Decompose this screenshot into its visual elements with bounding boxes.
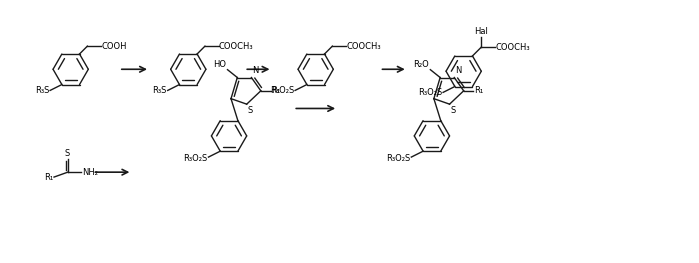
Text: Hal: Hal bbox=[475, 27, 488, 36]
Text: N: N bbox=[252, 65, 259, 75]
Text: COOH: COOH bbox=[101, 42, 127, 51]
Text: R₁: R₁ bbox=[475, 86, 484, 95]
Text: R₂O: R₂O bbox=[414, 60, 429, 69]
Text: NH₂: NH₂ bbox=[82, 168, 99, 177]
Text: R₃S: R₃S bbox=[152, 86, 167, 95]
Text: COOCH₃: COOCH₃ bbox=[219, 42, 253, 51]
Text: S: S bbox=[64, 149, 69, 158]
Text: S: S bbox=[247, 106, 253, 115]
Text: R₃O₂S: R₃O₂S bbox=[270, 86, 294, 95]
Text: R₃O₂S: R₃O₂S bbox=[418, 88, 442, 97]
Text: N: N bbox=[455, 65, 461, 75]
Text: R₃O₂S: R₃O₂S bbox=[183, 154, 208, 163]
Text: R₁: R₁ bbox=[272, 86, 281, 95]
Text: R₁: R₁ bbox=[44, 173, 53, 181]
Text: R₃O₂S: R₃O₂S bbox=[386, 154, 410, 163]
Text: COOCH₃: COOCH₃ bbox=[495, 43, 530, 52]
Text: R₃S: R₃S bbox=[35, 86, 49, 95]
Text: S: S bbox=[451, 106, 456, 115]
Text: HO: HO bbox=[213, 60, 226, 69]
Text: COOCH₃: COOCH₃ bbox=[346, 42, 381, 51]
